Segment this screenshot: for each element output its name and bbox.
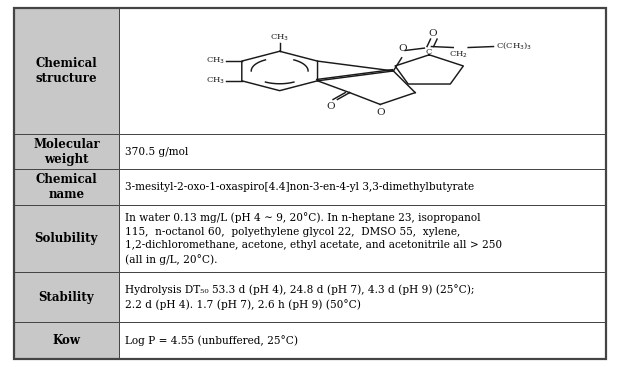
Text: Stability: Stability bbox=[38, 291, 94, 304]
Text: Kow: Kow bbox=[53, 334, 81, 347]
Text: Molecular
weight: Molecular weight bbox=[33, 138, 100, 166]
Bar bbox=[14, 322, 119, 359]
Bar bbox=[119, 170, 606, 205]
Text: 3-mesityl-2-oxo-1-oxaspiro[4.4]non-3-en-4-yl 3,3-dimethylbutyrate: 3-mesityl-2-oxo-1-oxaspiro[4.4]non-3-en-… bbox=[125, 182, 474, 192]
Bar bbox=[14, 134, 119, 170]
Bar bbox=[14, 205, 119, 272]
Text: CH$_3$: CH$_3$ bbox=[206, 76, 225, 86]
Text: 370.5 g/mol: 370.5 g/mol bbox=[125, 147, 188, 157]
Bar bbox=[119, 322, 606, 359]
Bar bbox=[119, 134, 606, 170]
Bar bbox=[119, 272, 606, 322]
Text: Hydrolysis DT₅₀ 53.3 d (pH 4), 24.8 d (pH 7), 4.3 d (pH 9) (25°C);
2.2 d (pH 4).: Hydrolysis DT₅₀ 53.3 d (pH 4), 24.8 d (p… bbox=[125, 284, 475, 310]
Text: C: C bbox=[425, 47, 432, 55]
Text: O: O bbox=[428, 29, 436, 38]
Text: CH$_3$: CH$_3$ bbox=[270, 32, 289, 43]
Bar bbox=[119, 205, 606, 272]
Text: CH$_2$: CH$_2$ bbox=[449, 50, 468, 61]
Text: Solubility: Solubility bbox=[35, 232, 98, 245]
Text: C(CH$_3$)$_3$: C(CH$_3$)$_3$ bbox=[495, 40, 532, 51]
Bar bbox=[14, 8, 119, 134]
Text: Chemical
name: Chemical name bbox=[35, 173, 97, 201]
Text: Chemical
structure: Chemical structure bbox=[35, 57, 97, 85]
Text: O: O bbox=[376, 108, 384, 117]
Text: O: O bbox=[399, 44, 407, 53]
Bar bbox=[14, 170, 119, 205]
Text: CH$_3$: CH$_3$ bbox=[206, 56, 225, 66]
Text: In water 0.13 mg/L (pH 4 ∼ 9, 20°C). In n-heptane 23, isopropanol
115,  n-octano: In water 0.13 mg/L (pH 4 ∼ 9, 20°C). In … bbox=[125, 212, 502, 265]
Bar bbox=[14, 272, 119, 322]
Bar bbox=[119, 8, 606, 134]
Text: O: O bbox=[327, 102, 335, 111]
Text: Log P = 4.55 (unbuffered, 25°C): Log P = 4.55 (unbuffered, 25°C) bbox=[125, 335, 298, 346]
